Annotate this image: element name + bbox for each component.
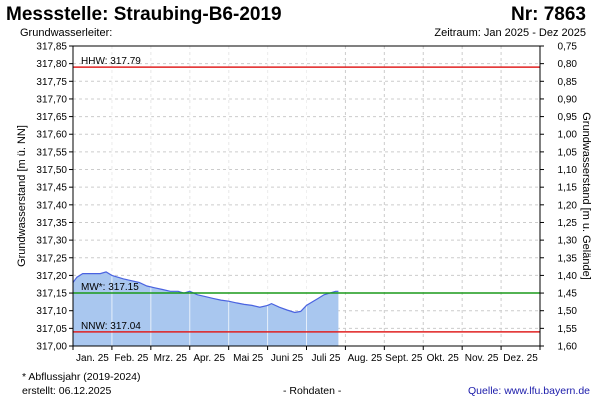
y-tick-label: 317,25 — [36, 253, 67, 264]
series-line — [72, 271, 339, 314]
x-tick-label: Dez. 25 — [503, 353, 538, 364]
raw-data-label: - Rohdaten - — [283, 385, 342, 397]
y-tick-label: 317,40 — [36, 200, 67, 211]
series-area — [73, 271, 339, 346]
y-tick-label: 317,80 — [36, 59, 67, 70]
y2-tick-label: 0,80 — [558, 59, 578, 70]
x-tick-label: Okt. 25 — [427, 353, 460, 364]
x-tick-label: Juni 25 — [271, 353, 304, 364]
y2-tick-label: 1,15 — [558, 183, 578, 194]
x-tick-label: Juli 25 — [312, 353, 341, 364]
y2-tick-label: 1,05 — [558, 147, 578, 158]
y2-tick-label: 1,10 — [558, 165, 578, 176]
x-tick-label: Feb. 25 — [114, 353, 148, 364]
y-tick-label: 317,50 — [36, 165, 67, 176]
y2-tick-label: 0,90 — [558, 94, 578, 105]
station-number: Nr: 7863 — [511, 4, 586, 25]
mw-line-label: MW*: 317.15 — [81, 282, 139, 293]
hhw-line-label: HHW: 317.79 — [81, 56, 141, 67]
x-tick-label: Sept. 25 — [385, 353, 423, 364]
y-tick-label: 317,55 — [36, 147, 67, 158]
y-tick-label: 317,15 — [36, 289, 67, 300]
y-tick-label: 317,35 — [36, 218, 67, 229]
x-tick-label: Aug. 25 — [348, 353, 383, 364]
x-tick-label: Apr. 25 — [193, 353, 225, 364]
y2-tick-label: 1,40 — [558, 271, 578, 282]
y2-tick-label: 1,00 — [558, 130, 578, 141]
x-tick-label: Mrz. 25 — [154, 353, 188, 364]
y-tick-label: 317,20 — [36, 271, 67, 282]
y2-tick-label: 1,35 — [558, 253, 578, 264]
y-tick-label: 317,00 — [36, 342, 67, 353]
y2-tick-label: 1,60 — [558, 342, 578, 353]
y2-tick-label: 0,85 — [558, 77, 578, 88]
aquifer-label: Grundwasserleiter: — [20, 27, 113, 39]
y2-tick-label: 0,75 — [558, 42, 578, 53]
station-title: Messstelle: Straubing-B6-2019 — [6, 4, 282, 25]
y-axis-title: Grundwasserstand [m ü. NN] — [16, 125, 28, 267]
y-tick-label: 317,65 — [36, 112, 67, 123]
source-link[interactable]: Quelle: www.lfu.bayern.de — [468, 385, 590, 397]
plot-border — [72, 45, 541, 347]
y-tick-label: 317,45 — [36, 183, 67, 194]
y-tick-label: 317,30 — [36, 236, 67, 247]
y-tick-label: 317,05 — [36, 324, 67, 335]
y-tick-label: 317,10 — [36, 306, 67, 317]
y-tick-label: 317,85 — [36, 42, 67, 53]
y2-tick-label: 0,95 — [558, 112, 578, 123]
x-tick-label: Nov. 25 — [465, 353, 499, 364]
y2-axis-title: Grundwasserstand [m u. Gelände] — [580, 112, 592, 280]
x-tick-label: Jan. 25 — [76, 353, 109, 364]
y2-tick-label: 1,55 — [558, 324, 578, 335]
y-tick-label: 317,60 — [36, 130, 67, 141]
y2-tick-label: 1,45 — [558, 289, 578, 300]
period-label: Zeitraum: Jan 2025 - Dez 2025 — [434, 27, 586, 39]
x-tick-label: Mai 25 — [233, 353, 263, 364]
y-tick-label: 317,75 — [36, 77, 67, 88]
nnw-line-label: NNW: 317.04 — [81, 321, 141, 332]
y-tick-label: 317,70 — [36, 94, 67, 105]
created-date: erstellt: 06.12.2025 — [22, 385, 112, 397]
y2-tick-label: 1,30 — [558, 236, 578, 247]
y2-tick-label: 1,25 — [558, 218, 578, 229]
y2-tick-label: 1,50 — [558, 306, 578, 317]
y2-tick-label: 1,20 — [558, 200, 578, 211]
footnote: * Abflussjahr (2019-2024) — [22, 371, 141, 383]
